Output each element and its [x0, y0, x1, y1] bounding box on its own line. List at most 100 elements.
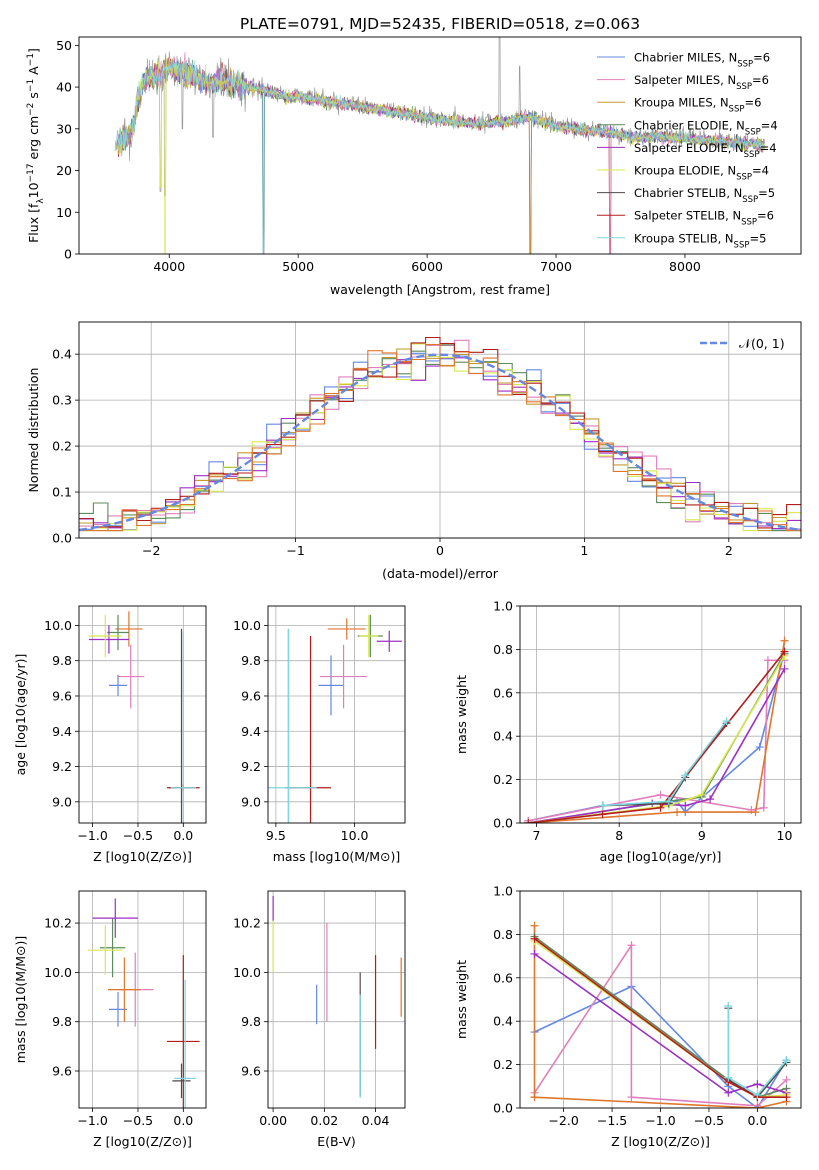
x-axis-label: wavelength [Angstrom, rest frame] [330, 282, 550, 297]
normal-curve [79, 353, 801, 532]
legend-sub: SSP [745, 127, 761, 137]
data-point [88, 925, 123, 975]
data-point [99, 918, 126, 978]
legend-entry: 𝒩(0, 1) [739, 336, 785, 351]
plot-area [268, 614, 402, 823]
series-marker [706, 795, 715, 804]
y-tick-label: 9.8 [52, 653, 72, 668]
y-axis-label: Normed distribution [26, 368, 41, 493]
axes-frame [78, 321, 802, 539]
series-marker [724, 1088, 733, 1097]
y-axis-label-part: A [26, 66, 41, 79]
y-tick-label: 10.0 [44, 618, 72, 633]
x-tick-label: 0.02 [310, 1113, 338, 1128]
y-tick-label: 0.0 [493, 1101, 513, 1116]
y-tick-label: 40 [56, 80, 72, 95]
y-tick-label: 9.6 [241, 688, 261, 703]
x-tick-label: 4000 [153, 259, 185, 274]
x-tick-label: 10.0 [341, 828, 369, 843]
y-axis-label-part: −2 [26, 103, 36, 116]
x-tick-label: 2 [725, 543, 733, 558]
y-axis-label-part: erg cm [26, 116, 41, 164]
y-tick-label: 9.6 [241, 1064, 261, 1079]
series-marker [753, 1080, 762, 1089]
legend-sub: SSP [736, 173, 752, 183]
histogram-series [79, 344, 801, 532]
y-axis-label-part: −17 [26, 163, 36, 182]
panel-ebv_vs_mass: 0.00 0.02 0.04 9.6 9.8 10.0 10.2 E(B-V) [233, 890, 406, 1149]
x-tick-label: 0.04 [362, 1113, 390, 1128]
panels: 4000 5000 6000 7000 800001020304050wavelengt… [13, 36, 802, 1149]
axes-frame [519, 890, 802, 1109]
x-tick-label: 0.00 [259, 1113, 287, 1128]
panel-spectrum: 4000 5000 6000 7000 8000 0 10 20 30 40 50 wavelengt… [26, 36, 802, 297]
data-point [108, 957, 141, 1022]
legend-text: Kroupa ELODIE, N [634, 164, 736, 178]
y-tick-label: 30 [56, 121, 72, 136]
data-point [170, 632, 197, 823]
legend-text: Kroupa MILES, N [634, 96, 729, 110]
y-tick-label: 9.0 [241, 794, 261, 809]
y-axis-label: mass [log10(M/M⊙)] [13, 936, 28, 1064]
panel-mass_vs_age: 9.5 10.0 9.0 9.2 9.4 9.6 9.8 10.0 mass [log10(M/… [233, 605, 406, 864]
y-tick-label: 0.2 [493, 772, 513, 787]
legend-text: =4 [760, 141, 777, 155]
legend-text: Chabrier STELIB, N [634, 186, 742, 200]
y-tick-label: 9.4 [241, 724, 261, 739]
y-tick-label: 50 [56, 38, 72, 53]
x-tick-label: −1.0 [77, 828, 107, 843]
series-marker [782, 1056, 791, 1065]
series-marker [530, 949, 539, 958]
x-tick-label: 7 [533, 828, 541, 843]
y-tick-label: 9.6 [52, 1064, 72, 1079]
y-tick-label: 9.8 [241, 653, 261, 668]
x-tick-label: −2 [142, 543, 160, 558]
legend-sub: SSP [734, 240, 750, 250]
y-tick-label: 9.8 [241, 1014, 261, 1029]
model-spectrum-series [114, 59, 766, 254]
x-tick-label: 1 [580, 543, 588, 558]
x-tick-label: 5000 [282, 259, 314, 274]
panel-z_vs_massweight: −2.0 −1.5 −1.0 −0.5 0.0 0.0 0.2 0.4 0.6 0.8 1.0 Z [… [454, 884, 802, 1149]
x-tick-label: 0 [436, 543, 444, 558]
data-point [319, 644, 368, 709]
data-point [88, 614, 122, 658]
data-point [318, 655, 344, 716]
series-marker [753, 1090, 762, 1099]
y-tick-label: 9.2 [241, 759, 261, 774]
data-point [88, 625, 129, 654]
y-tick-label: 10 [56, 205, 72, 220]
y-tick-label: 0.6 [493, 685, 513, 700]
y-tick-label: 0 [64, 247, 72, 262]
y-axis-label-part: s [26, 92, 41, 103]
x-axis-label: E(B-V) [317, 1134, 356, 1149]
series-marker [780, 647, 789, 656]
series-marker [763, 656, 772, 665]
series-line [528, 653, 786, 823]
panel-residual_hist: −2 −1 0 1 2 0.0 0.1 0.2 0.3 0.4 (data-model)/error… [26, 321, 802, 581]
x-axis-label: Z [log10(Z/Z⊙)] [611, 1134, 710, 1149]
y-tick-label: 10.2 [44, 916, 72, 931]
y-axis-label-part: Flux [f [26, 203, 41, 243]
series-marker [530, 1093, 539, 1102]
series-marker [656, 790, 665, 799]
y-tick-label: 9.6 [52, 688, 72, 703]
legend-text: =6 [757, 209, 774, 223]
data-point [174, 979, 197, 1108]
series-marker [530, 934, 539, 943]
series-line [528, 668, 786, 823]
y-axis-label-part: λ [36, 198, 46, 204]
data-point [359, 614, 379, 658]
panel-z_vs_age: −1.0 −0.5 0.0 9.0 9.2 9.4 9.6 9.8 10.0 Z [log10(Z… [13, 605, 207, 864]
y-axis-label-part: ] [26, 48, 41, 53]
y-tick-label: 9.0 [52, 794, 72, 809]
data-point [108, 674, 128, 696]
y-tick-label: 10.0 [233, 965, 261, 980]
legend-sub: SSP [736, 82, 752, 92]
y-axis-label-part: −1 [26, 79, 36, 92]
series-marker [782, 1075, 791, 1084]
x-tick-label: −0.5 [123, 828, 153, 843]
y-tick-label: 10.2 [233, 916, 261, 931]
y-tick-label: 0.6 [493, 970, 513, 985]
